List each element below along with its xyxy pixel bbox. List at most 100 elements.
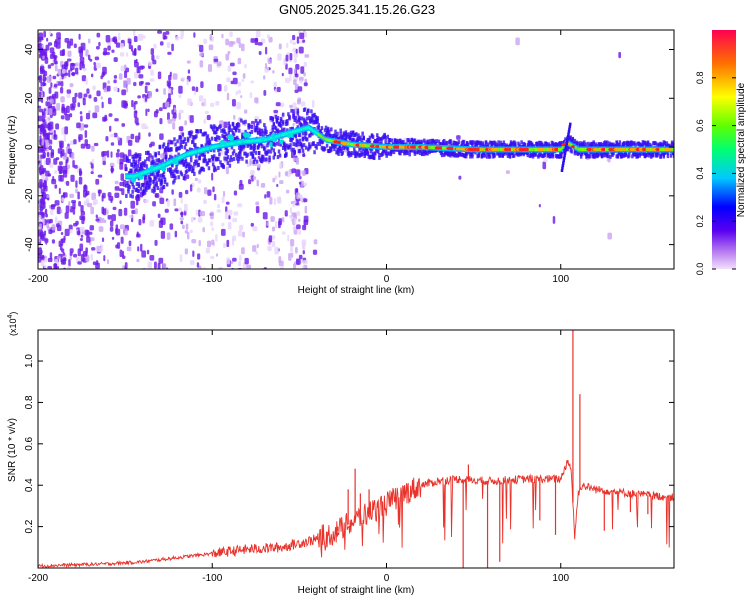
heatmap-ridge-edge bbox=[136, 154, 140, 159]
heatmap-noise bbox=[89, 225, 95, 231]
heatmap-noise bbox=[166, 41, 171, 49]
heatmap-ridge-core bbox=[244, 140, 247, 144]
heatmap-noise bbox=[180, 212, 184, 216]
heatmap-noise bbox=[172, 122, 176, 130]
heatmap-noise bbox=[199, 44, 204, 53]
heatmap-ridge-edge bbox=[646, 142, 650, 147]
heatmap-noise bbox=[173, 198, 177, 207]
heatmap-noise bbox=[91, 158, 95, 164]
heatmap-ridge-edge bbox=[317, 123, 320, 128]
heatmap-noise bbox=[54, 170, 58, 174]
heatmap-noise bbox=[291, 252, 294, 258]
heatmap-noise bbox=[276, 86, 281, 93]
colorbar: 0.00.20.40.60.8 Normalized spectral ampl… bbox=[695, 30, 747, 275]
heatmap-noise bbox=[280, 266, 284, 269]
heatmap-noise bbox=[238, 230, 243, 237]
heatmap-ridge-edge bbox=[194, 143, 197, 148]
heatmap-noise bbox=[277, 138, 281, 147]
heatmap-noise bbox=[157, 213, 161, 218]
heatmap-noise bbox=[183, 203, 188, 212]
heatmap-ridge-edge bbox=[419, 148, 423, 153]
heatmap-ridge-core bbox=[301, 127, 304, 131]
heatmap-disturbance bbox=[562, 156, 566, 160]
heatmap-ridge-core bbox=[182, 154, 185, 158]
heatmap-disturbance bbox=[568, 127, 571, 131]
heatmap-noise bbox=[80, 234, 84, 238]
heatmap-ridge-edge bbox=[471, 152, 474, 157]
heatmap-noise bbox=[227, 65, 232, 72]
heatmap-noise bbox=[196, 262, 200, 268]
heatmap-noise bbox=[224, 211, 229, 220]
heatmap-noise bbox=[272, 177, 276, 183]
heatmap-noise bbox=[260, 38, 266, 44]
heatmap-noise bbox=[235, 90, 238, 96]
heatmap-noise bbox=[121, 264, 125, 269]
heatmap-ridge-edge bbox=[606, 140, 609, 145]
heatmap-noise bbox=[112, 206, 117, 211]
heatmap-noise bbox=[117, 87, 120, 93]
heatmap-ridge-core bbox=[202, 148, 205, 152]
heatmap-noise bbox=[106, 85, 111, 92]
heatmap-ridge-edge bbox=[138, 157, 142, 162]
heatmap-ridge-edge bbox=[173, 137, 176, 142]
heatmap-ridge-edge bbox=[639, 151, 642, 156]
heatmap-noise bbox=[69, 206, 74, 213]
heatmap-ridge-core bbox=[136, 173, 139, 177]
heatmap-ridge-edge bbox=[160, 178, 164, 183]
heatmap-ridge-edge bbox=[465, 151, 469, 156]
heatmap-ridge-edge bbox=[207, 166, 211, 171]
heatmap-noise bbox=[79, 49, 83, 58]
top-x-axis-label: Height of straight line (km) bbox=[298, 285, 415, 296]
heatmap-ridge-edge bbox=[187, 162, 191, 167]
heatmap-ridge-edge bbox=[265, 157, 268, 162]
heatmap-ridge-edge bbox=[599, 141, 603, 146]
heatmap-ridge-edge bbox=[333, 147, 336, 152]
heatmap-noise bbox=[119, 52, 125, 57]
heatmap-noise bbox=[187, 69, 191, 74]
heatmap-noise bbox=[126, 246, 132, 252]
heatmap-ridge-core bbox=[231, 141, 234, 145]
heatmap-ridge-edge bbox=[573, 138, 577, 143]
heatmap-ridge-edge bbox=[252, 160, 256, 165]
heatmap-noise bbox=[292, 102, 297, 109]
heatmap-noise bbox=[191, 238, 197, 244]
heatmap-ridge-edge bbox=[197, 162, 200, 167]
heatmap-disturbance bbox=[567, 132, 570, 136]
heatmap-ridge-edge bbox=[373, 151, 377, 156]
heatmap-ridge-edge bbox=[254, 150, 258, 155]
heatmap-disturbance bbox=[562, 159, 565, 163]
heatmap-noise bbox=[225, 206, 228, 213]
heatmap-ridge-edge bbox=[152, 179, 155, 184]
heatmap-ridge-edge bbox=[294, 133, 297, 138]
heatmap-noise bbox=[154, 192, 160, 198]
heatmap-noise bbox=[289, 207, 293, 214]
heatmap-ridge-core bbox=[441, 146, 444, 150]
heatmap-noise bbox=[70, 174, 75, 182]
heatmap-noise bbox=[230, 80, 234, 85]
heatmap-ridge-edge bbox=[583, 140, 586, 145]
heatmap-noise bbox=[148, 155, 151, 162]
heatmap-ridge-edge bbox=[211, 127, 215, 132]
heatmap-ridge-core bbox=[256, 138, 259, 142]
heatmap-noise bbox=[167, 199, 170, 207]
heatmap-noise bbox=[78, 92, 83, 99]
heatmap-noise bbox=[202, 227, 205, 233]
heatmap-noise bbox=[144, 95, 148, 102]
heatmap-ridge-core bbox=[142, 171, 145, 175]
heatmap-ridge-edge bbox=[634, 142, 637, 147]
heatmap-ridge-edge bbox=[192, 166, 195, 171]
heatmap-noise bbox=[296, 211, 301, 216]
heatmap-noise bbox=[57, 68, 61, 76]
heatmap-noise bbox=[68, 224, 73, 231]
heatmap-ridge-edge bbox=[588, 153, 591, 158]
heatmap-noise bbox=[66, 164, 71, 169]
heatmap-ridge-edge bbox=[304, 131, 308, 136]
heatmap-noise bbox=[54, 200, 60, 206]
heatmap-noise bbox=[279, 102, 285, 108]
heatmap-noise bbox=[91, 192, 96, 201]
heatmap-ridge-core bbox=[170, 160, 173, 164]
heatmap-noise bbox=[38, 166, 42, 171]
heatmap-noise bbox=[116, 148, 120, 153]
heatmap-noise bbox=[223, 190, 226, 197]
heatmap-noise bbox=[206, 240, 212, 248]
